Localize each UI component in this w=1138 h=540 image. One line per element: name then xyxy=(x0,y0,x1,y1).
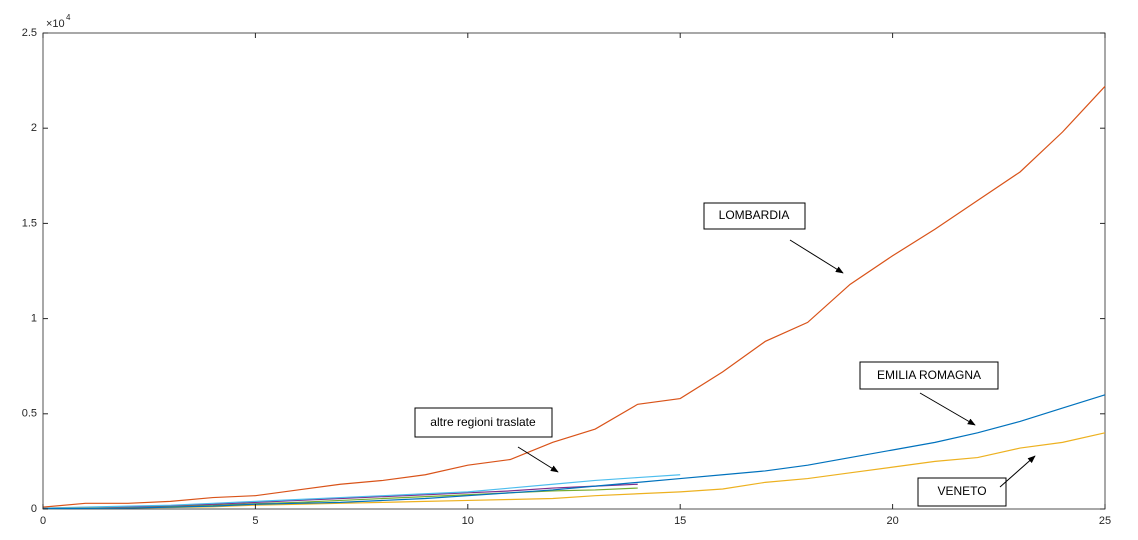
line xyxy=(42,432,1106,510)
x-tick-label: 25 xyxy=(1099,515,1111,527)
x-tick-label: 15 xyxy=(674,515,686,527)
line xyxy=(42,85,1106,508)
y-tick-label: 0 xyxy=(31,503,37,515)
line xyxy=(42,474,681,509)
y-multiplier-exponent: 4 xyxy=(66,13,71,22)
y-tick-label: 2.5 xyxy=(22,27,37,39)
annotation-box xyxy=(703,202,806,230)
annotations: LOMBARDIA EMILIA ROMAGNA altre regioni t… xyxy=(414,202,1036,507)
annotation-box xyxy=(859,361,999,390)
annotation: LOMBARDIA xyxy=(719,208,790,222)
x-tick-label: 5 xyxy=(252,515,258,527)
x-tick-label: 0 xyxy=(40,515,46,527)
annotation: altre regioni traslate xyxy=(430,415,536,429)
y-tick-label: 2 xyxy=(31,122,37,134)
annotation: VENETO xyxy=(937,484,986,498)
y-multiplier: ×10 xyxy=(46,18,65,30)
annotation-box xyxy=(414,407,553,438)
arrow xyxy=(919,392,976,426)
annotation: EMILIA ROMAGNA xyxy=(877,368,981,382)
y-tick-label: 0.5 xyxy=(22,408,37,420)
x-tick-label: 10 xyxy=(462,515,474,527)
arrow xyxy=(517,446,559,473)
y-tick-label: 1.5 xyxy=(22,217,37,229)
y-tick-label: 1 xyxy=(31,313,37,325)
annotation-box xyxy=(917,477,1007,507)
line xyxy=(42,394,1106,510)
x-tick-label: 20 xyxy=(886,515,898,527)
arrow xyxy=(789,239,844,274)
plot-area xyxy=(42,32,1106,510)
arrow xyxy=(999,455,1036,488)
